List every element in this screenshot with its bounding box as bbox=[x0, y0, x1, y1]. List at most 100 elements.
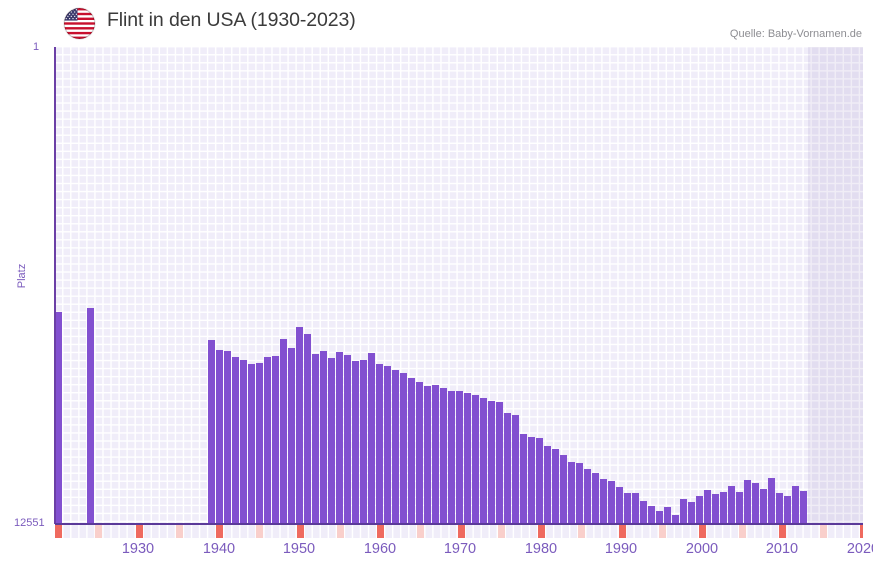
bar-1980[interactable] bbox=[472, 395, 479, 524]
bar-1972[interactable] bbox=[408, 378, 415, 524]
bar-2007[interactable] bbox=[688, 502, 695, 524]
bar-1953[interactable] bbox=[256, 363, 263, 524]
bar-2013[interactable] bbox=[736, 492, 743, 524]
bar-2002[interactable] bbox=[648, 506, 655, 524]
bar-1975[interactable] bbox=[432, 385, 439, 524]
bar-1987[interactable] bbox=[528, 437, 535, 524]
bar-1979[interactable] bbox=[464, 393, 471, 524]
y-axis-line bbox=[54, 47, 56, 524]
bar-1996[interactable] bbox=[600, 479, 607, 524]
bar-1974[interactable] bbox=[424, 386, 431, 524]
bar-1954[interactable] bbox=[264, 357, 271, 524]
bar-2021[interactable] bbox=[800, 491, 807, 524]
x-tick-mark-5 bbox=[256, 525, 263, 538]
bar-1966[interactable] bbox=[360, 360, 367, 524]
bar-2010[interactable] bbox=[712, 494, 719, 524]
bar-2012[interactable] bbox=[728, 486, 735, 524]
x-tick-label-2000: 2000 bbox=[685, 541, 719, 557]
x-tick-mark-2 bbox=[136, 525, 143, 538]
bar-1949[interactable] bbox=[224, 351, 231, 524]
bar-1982[interactable] bbox=[488, 401, 495, 524]
bar-1963[interactable] bbox=[336, 352, 343, 524]
x-tick-label-2010: 2010 bbox=[765, 541, 799, 557]
bar-1965[interactable] bbox=[352, 361, 359, 524]
bar-2014[interactable] bbox=[744, 480, 751, 524]
bar-1971[interactable] bbox=[400, 373, 407, 524]
bar-1997[interactable] bbox=[608, 481, 615, 524]
bar-2011[interactable] bbox=[720, 492, 727, 524]
x-tick-mark-8 bbox=[377, 525, 384, 538]
bar-1993[interactable] bbox=[576, 463, 583, 524]
x-tick-mark-10 bbox=[458, 525, 465, 538]
bar-1998[interactable] bbox=[616, 487, 623, 524]
bar-2018[interactable] bbox=[776, 493, 783, 524]
bar-1955[interactable] bbox=[272, 356, 279, 524]
bar-1984[interactable] bbox=[504, 413, 511, 524]
bar-1956[interactable] bbox=[280, 339, 287, 524]
bar-1932[interactable] bbox=[87, 308, 94, 524]
bar-1983[interactable] bbox=[496, 402, 503, 524]
bar-2004[interactable] bbox=[664, 507, 671, 524]
bar-1977[interactable] bbox=[448, 391, 455, 524]
bar-1992[interactable] bbox=[568, 462, 575, 524]
bar-2005[interactable] bbox=[672, 515, 679, 524]
x-tick-mark-19 bbox=[820, 525, 827, 538]
bar-1988[interactable] bbox=[536, 438, 543, 524]
bar-2000[interactable] bbox=[632, 493, 639, 524]
x-tick-mark-1 bbox=[95, 525, 102, 538]
bar-2009[interactable] bbox=[704, 490, 711, 524]
bar-1995[interactable] bbox=[592, 473, 599, 524]
bar-1973[interactable] bbox=[416, 382, 423, 524]
bar-1986[interactable] bbox=[520, 434, 527, 524]
bar-1952[interactable] bbox=[248, 364, 255, 524]
bar-1999[interactable] bbox=[624, 493, 631, 524]
source-attribution: Quelle: Baby-Vornamen.de bbox=[729, 28, 862, 40]
bar-1970[interactable] bbox=[392, 370, 399, 524]
bar-1985[interactable] bbox=[512, 415, 519, 524]
bar-1948[interactable] bbox=[216, 350, 223, 524]
y-axis-bottom-label: 12551 bbox=[14, 517, 45, 529]
x-tick-mark-4 bbox=[216, 525, 223, 538]
bar-1969[interactable] bbox=[384, 366, 391, 524]
page-title: Flint in den USA (1930-2023) bbox=[107, 9, 356, 31]
plot-area bbox=[55, 47, 863, 524]
bar-2001[interactable] bbox=[640, 501, 647, 524]
bar-1978[interactable] bbox=[456, 391, 463, 524]
bar-1957[interactable] bbox=[288, 348, 295, 524]
bar-2016[interactable] bbox=[760, 489, 767, 524]
bar-1951[interactable] bbox=[240, 360, 247, 524]
bar-2006[interactable] bbox=[680, 499, 687, 524]
bar-1958[interactable] bbox=[296, 327, 303, 524]
bar-1964[interactable] bbox=[344, 355, 351, 524]
bar-1968[interactable] bbox=[376, 364, 383, 524]
x-tick-mark-12 bbox=[538, 525, 545, 538]
bar-1959[interactable] bbox=[304, 334, 311, 524]
bar-2015[interactable] bbox=[752, 483, 759, 524]
bar-1961[interactable] bbox=[320, 351, 327, 524]
bar-1947[interactable] bbox=[208, 340, 215, 524]
bar-1991[interactable] bbox=[560, 455, 567, 524]
bar-1994[interactable] bbox=[584, 469, 591, 524]
x-tick-mark-16 bbox=[699, 525, 706, 538]
y-axis-title: Platz bbox=[16, 263, 28, 289]
bar-2020[interactable] bbox=[792, 486, 799, 524]
x-tick-mark-11 bbox=[498, 525, 505, 538]
bar-2019[interactable] bbox=[784, 496, 791, 524]
bar-1960[interactable] bbox=[312, 354, 319, 524]
bar-1928[interactable] bbox=[55, 312, 62, 524]
bar-1962[interactable] bbox=[328, 358, 335, 524]
x-tick-mark-9 bbox=[417, 525, 424, 538]
bar-2017[interactable] bbox=[768, 478, 775, 524]
x-tick-mark-20 bbox=[860, 525, 863, 538]
x-tick-mark-6 bbox=[297, 525, 304, 538]
bar-1981[interactable] bbox=[480, 398, 487, 524]
bar-2008[interactable] bbox=[696, 496, 703, 524]
bar-1950[interactable] bbox=[232, 357, 239, 524]
bars-layer bbox=[55, 47, 863, 524]
bar-1990[interactable] bbox=[552, 449, 559, 524]
bar-1976[interactable] bbox=[440, 388, 447, 524]
bar-1967[interactable] bbox=[368, 353, 375, 524]
bar-1989[interactable] bbox=[544, 446, 551, 524]
bar-2003[interactable] bbox=[656, 511, 663, 524]
